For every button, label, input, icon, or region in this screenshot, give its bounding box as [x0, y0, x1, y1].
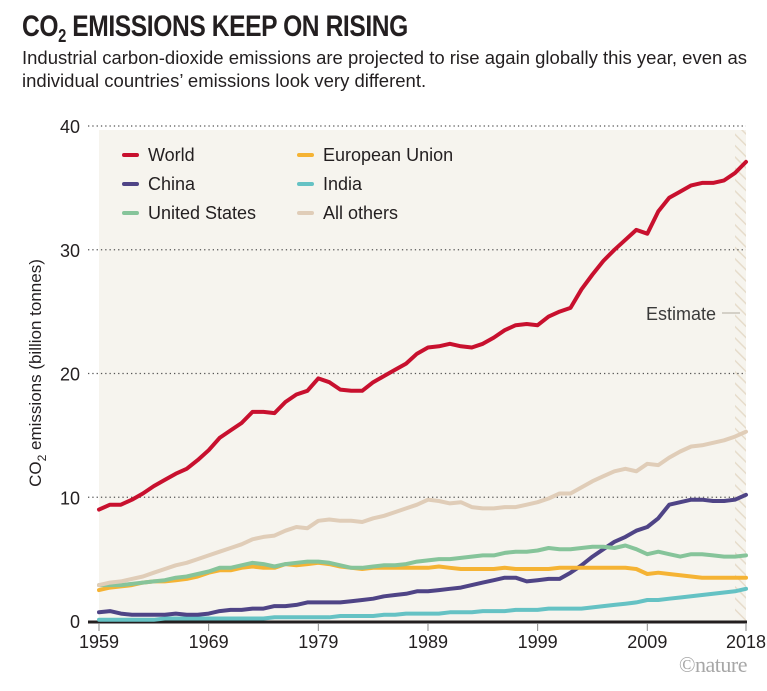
- legend-label: United States: [148, 203, 256, 223]
- legend: World European Union China India United Stat…: [122, 145, 453, 223]
- plot-background: [99, 130, 746, 621]
- series-line-china: [97, 492, 748, 617]
- y-axis: 0 10 20 30 40: [60, 117, 80, 632]
- series-line-united-states: [97, 543, 748, 588]
- ylabel-rest: emissions (billion tonnes): [26, 259, 45, 455]
- x-tick-label: 1959: [79, 632, 119, 652]
- x-tick-label: 2018: [726, 632, 766, 652]
- legend-item-all-others: All others: [297, 203, 398, 223]
- title-co: CO: [22, 10, 59, 43]
- legend-label: All others: [323, 203, 398, 223]
- chart-subtitle: Industrial carbon-dioxide emissions are …: [22, 47, 747, 91]
- nature-credit: ©nature: [678, 652, 748, 677]
- series-line-india: [97, 586, 748, 622]
- legend-item-india: India: [297, 174, 363, 194]
- title-rest: EMISSIONS KEEP ON RISING: [65, 10, 408, 43]
- x-axis: 1959 1969 1979 1989 1999 2009 2018: [79, 620, 766, 652]
- y-axis-label: CO2 emissions (billion tonnes): [26, 259, 49, 487]
- estimate-band: [735, 130, 746, 621]
- estimate-label: Estimate: [646, 304, 716, 324]
- x-tick-label: 2009: [627, 632, 667, 652]
- series-lines: [97, 159, 748, 622]
- x-tick-label: 1999: [518, 632, 558, 652]
- legend-item-world: World: [122, 145, 195, 165]
- estimate-annotation: Estimate: [646, 304, 740, 324]
- legend-label: China: [148, 174, 196, 194]
- legend-item-european-union: European Union: [297, 145, 453, 165]
- y-tick-label: 40: [60, 117, 80, 137]
- series-line-world: [97, 159, 748, 512]
- title-subscript: 2: [58, 26, 66, 46]
- ylabel-co: CO: [26, 461, 45, 487]
- x-tick-label: 1969: [189, 632, 229, 652]
- chart-title: CO2 EMISSIONS KEEP ON RISING: [22, 10, 408, 47]
- x-tick-label: 1979: [298, 632, 338, 652]
- y-tick-label: 10: [60, 488, 80, 508]
- y-tick-label: 0: [70, 612, 80, 632]
- legend-item-china: China: [122, 174, 196, 194]
- legend-item-united-states: United States: [122, 203, 256, 223]
- legend-label: World: [148, 145, 195, 165]
- y-tick-label: 20: [60, 365, 80, 385]
- legend-label: European Union: [323, 145, 453, 165]
- x-tick-label: 1989: [408, 632, 448, 652]
- y-tick-label: 30: [60, 241, 80, 261]
- ylabel-subscript: 2: [35, 454, 49, 461]
- series-line-all-others: [97, 429, 748, 588]
- legend-label: India: [323, 174, 363, 194]
